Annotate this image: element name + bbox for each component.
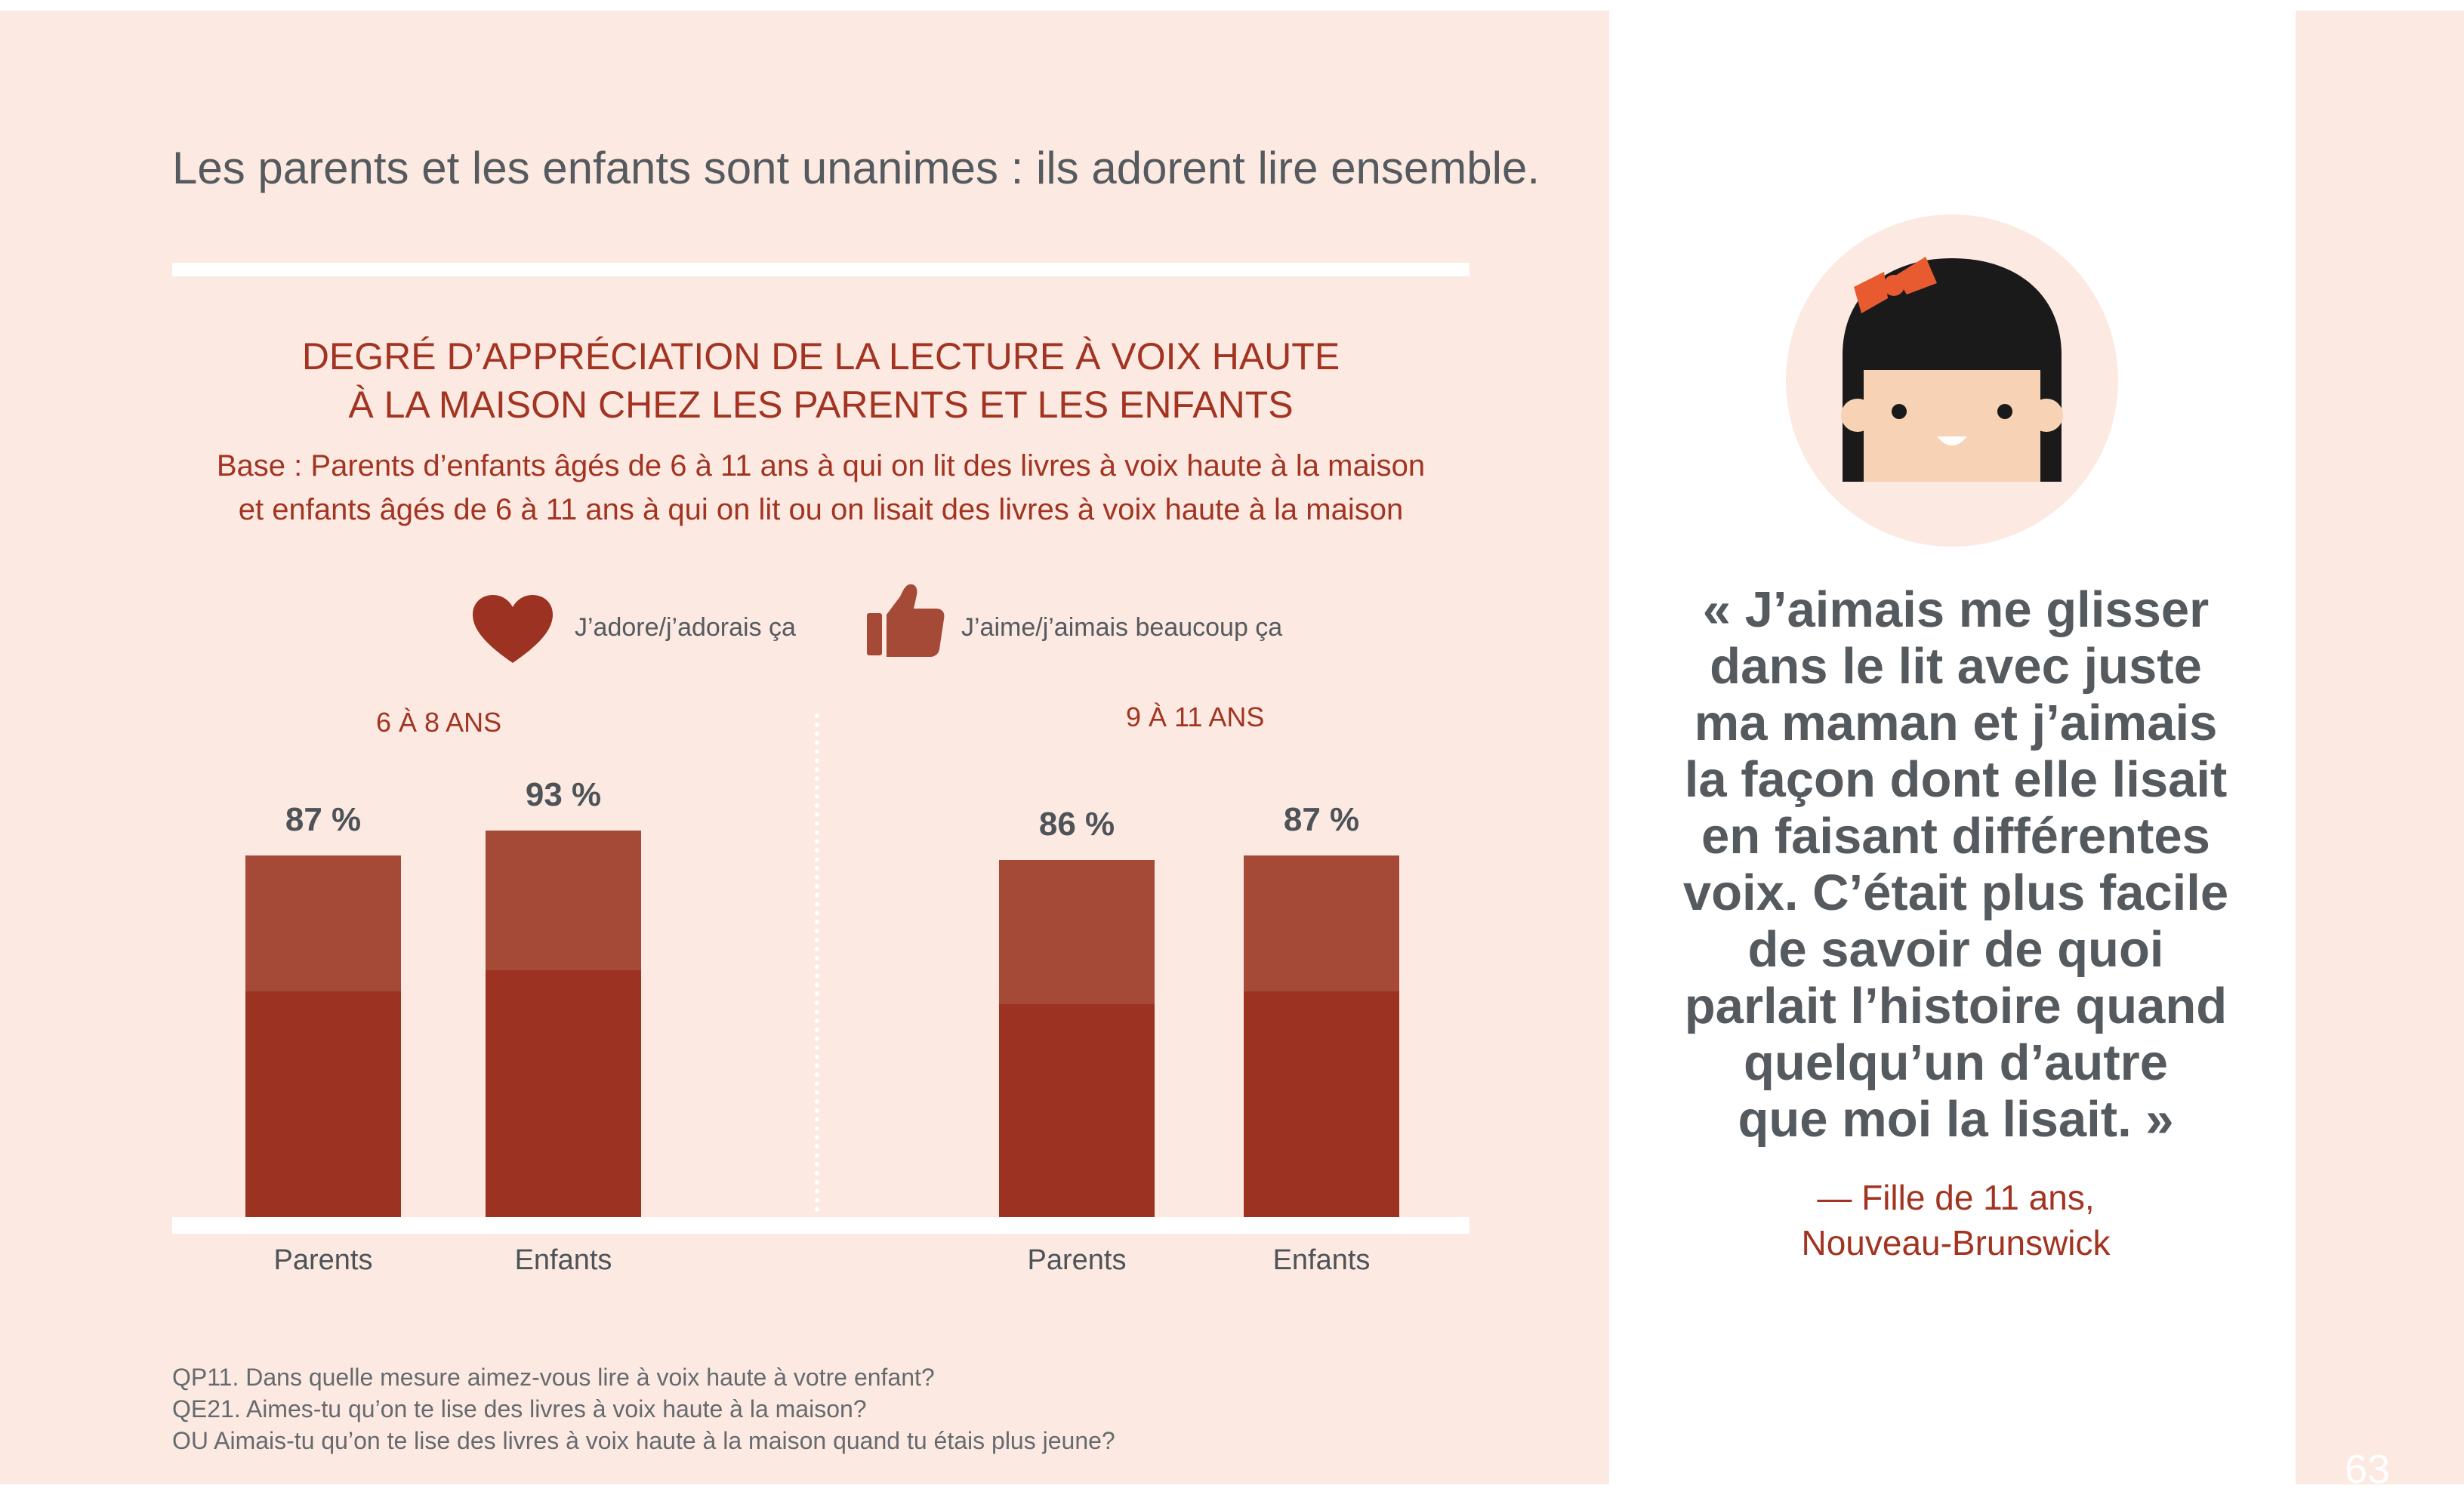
page-title: Les parents et les enfants sont unanimes… (172, 143, 1540, 193)
bar-aime-parents-9-11 (999, 860, 1155, 1005)
right-margin-panel (2296, 11, 2464, 1484)
group-label-6-8: 6 À 8 ANS (376, 707, 502, 738)
girl-avatar-icon (1841, 257, 2063, 482)
chart-title-line-1: DEGRÉ D’APPRÉCIATION DE LA LECTURE À VOI… (301, 335, 1340, 378)
bar-adore-enfants-9-11 (1244, 991, 1399, 1225)
quote-line: dans le lit avec juste (1710, 638, 2202, 695)
category-label-enfants-6-8: Enfants (514, 1244, 612, 1276)
total-label-parents-9-11: 86 % (1038, 806, 1115, 843)
group-divider (815, 714, 819, 1212)
page-number: 63 (2345, 1447, 2391, 1492)
chart-subtitle-line-1: Base : Parents d’enfants âgés de 6 à 11 … (216, 449, 1426, 482)
quote-attribution-line-2: Nouveau-Brunswick (1801, 1223, 2111, 1262)
bar-adore-parents-9-11 (999, 1004, 1155, 1225)
bar-aime-enfants-9-11 (1244, 855, 1399, 992)
title-divider (172, 263, 1469, 276)
category-label-enfants-9-11: Enfants (1272, 1244, 1371, 1276)
bar-aime-parents-6-8 (245, 855, 401, 992)
chart-subtitle-line-2: et enfants âgés de 6 à 11 ans à qui on l… (238, 493, 1404, 526)
quote-line: voix. C’était plus facile (1682, 865, 2229, 921)
quote-line: ma maman et j’aimais (1694, 695, 2218, 751)
bar-adore-parents-6-8 (245, 991, 401, 1225)
footnote-qp11: QP11. Dans quelle mesure aimez-vous lire… (172, 1364, 935, 1391)
quote-line: « J’aimais me glisser (1702, 581, 2210, 638)
chart-title-line-2: À LA MAISON CHEZ LES PARENTS ET LES ENFA… (348, 384, 1294, 426)
quote-block: « J’aimais me glisser dans le lit avec j… (1646, 581, 2265, 1148)
left-panel (0, 11, 1609, 1484)
quote-attribution-line-1: — Fille de 11 ans, (1817, 1178, 2095, 1217)
total-label-enfants-6-8: 93 % (525, 775, 602, 813)
quote-line: de savoir de quoi (1747, 921, 2164, 978)
heart-icon (473, 595, 553, 663)
category-label-parents-9-11: Parents (1027, 1244, 1127, 1276)
chart-baseline (172, 1217, 1469, 1234)
quote-line: que moi la lisait. » (1738, 1091, 2174, 1148)
footnote-qe21: QE21. Aimes-tu qu’on te lise des livres … (172, 1395, 867, 1423)
total-label-parents-6-8: 87 % (285, 801, 362, 839)
thumbs-up-icon (867, 584, 945, 657)
quote-line: quelqu’un d’autre (1743, 1034, 2169, 1091)
bar-adore-enfants-6-8 (486, 970, 641, 1225)
legend-label-aime: J’aime/j’aimais beaucoup ça (961, 613, 1283, 642)
legend-label-adore: J’adore/j’adorais ça (575, 613, 796, 642)
total-label-enfants-9-11: 87 % (1283, 801, 1360, 839)
quote-line: la façon dont elle lisait (1684, 751, 2228, 808)
footnote-ou: OU Aimais-tu qu’on te lise des livres à … (172, 1427, 1115, 1454)
group-label-9-11: 9 À 11 ANS (1126, 701, 1265, 732)
quote-line: en faisant différentes (1701, 808, 2210, 865)
quote-line: parlait l’histoire quand (1684, 978, 2228, 1034)
category-label-parents-6-8: Parents (273, 1244, 373, 1276)
bar-aime-enfants-6-8 (486, 830, 641, 971)
